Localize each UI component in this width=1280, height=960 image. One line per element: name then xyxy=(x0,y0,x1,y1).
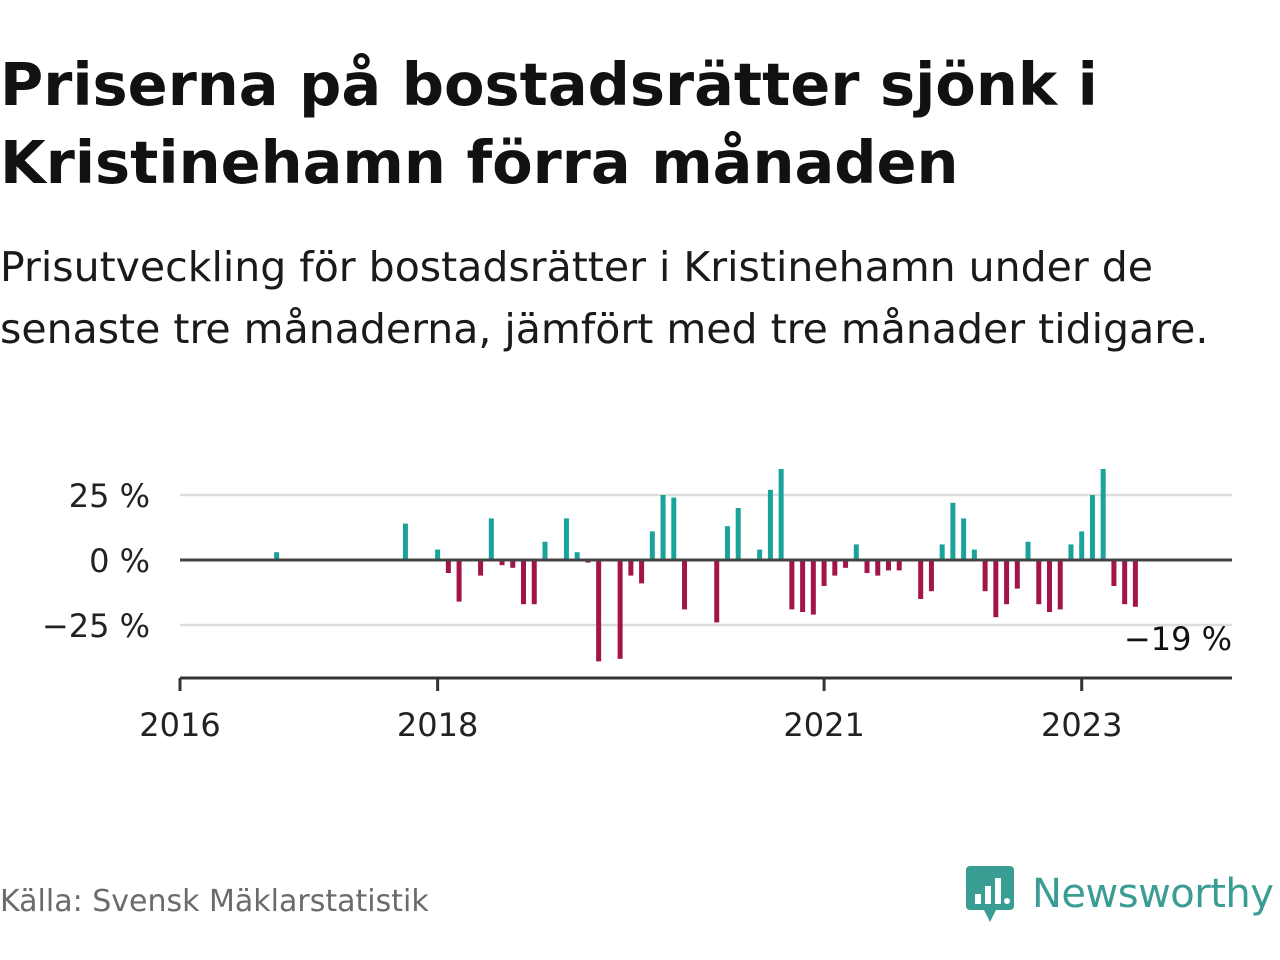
bar xyxy=(649,531,655,560)
bar xyxy=(896,560,902,571)
bar xyxy=(563,518,569,560)
bar xyxy=(789,560,795,610)
bar xyxy=(542,541,548,560)
y-tick-label: 0 % xyxy=(89,542,150,580)
bar xyxy=(510,560,516,568)
bar xyxy=(402,523,408,560)
bar xyxy=(843,560,849,568)
bar xyxy=(639,560,645,584)
y-tick-label: −25 % xyxy=(42,607,150,645)
bar xyxy=(445,560,451,573)
bar xyxy=(724,526,730,560)
bar xyxy=(671,497,677,560)
bar xyxy=(1025,541,1031,560)
bar xyxy=(1111,560,1117,586)
x-tick-label: 2018 xyxy=(397,706,478,740)
bar xyxy=(1004,560,1010,605)
bar xyxy=(1100,469,1106,560)
bar xyxy=(1079,531,1085,560)
bars xyxy=(274,469,1138,662)
x-tick-label: 2023 xyxy=(1041,706,1122,740)
bar xyxy=(928,560,934,592)
bar xyxy=(1089,495,1095,560)
bar xyxy=(971,549,977,560)
bar xyxy=(1068,544,1074,560)
bar xyxy=(714,560,720,623)
bar xyxy=(800,560,806,612)
bar xyxy=(918,560,924,599)
bar xyxy=(1047,560,1053,612)
brand-logo[interactable]: Newsworthy xyxy=(964,864,1274,924)
grid-lines xyxy=(180,493,1232,627)
chart-subtitle: Prisutveckling för bostadsrätter i Krist… xyxy=(0,243,1209,353)
x-tick-label: 2016 xyxy=(139,706,220,740)
bar xyxy=(821,560,827,586)
y-axis-tick-labels: 25 % 0 % −25 % xyxy=(42,477,150,645)
bar xyxy=(1132,560,1138,607)
chart-title: Priserna på bostadsrätter sjönk i Kristi… xyxy=(0,50,1098,197)
bar xyxy=(499,560,505,566)
bar xyxy=(853,544,859,560)
bar xyxy=(521,560,527,605)
last-value-annotation: −19 % xyxy=(1124,620,1232,658)
bar xyxy=(574,552,580,560)
source-note: Källa: Svensk Mäklarstatistik xyxy=(0,884,429,919)
bar xyxy=(1057,560,1063,610)
bar xyxy=(982,560,988,592)
bar xyxy=(628,560,634,576)
bar xyxy=(939,544,945,560)
bar xyxy=(478,560,484,576)
bar xyxy=(778,469,784,560)
bar xyxy=(864,560,870,573)
bar xyxy=(456,560,462,602)
bar xyxy=(885,560,891,571)
price-change-bar-chart: 25 % 0 % −25 % 2016 2018 2021 2023 −19 % xyxy=(42,469,1232,740)
bar xyxy=(682,560,688,610)
bar xyxy=(950,502,956,560)
bar xyxy=(435,549,441,560)
bar xyxy=(767,489,773,560)
bar xyxy=(735,508,741,560)
bar xyxy=(961,518,967,560)
bar xyxy=(531,560,537,605)
bar xyxy=(993,560,999,618)
x-tick-label: 2021 xyxy=(783,706,864,740)
bar xyxy=(810,560,816,615)
newsworthy-logo-icon xyxy=(966,866,1014,922)
bar xyxy=(832,560,838,576)
bar xyxy=(274,552,280,560)
bar xyxy=(596,560,602,662)
bar xyxy=(488,518,494,560)
bar xyxy=(875,560,881,576)
bar xyxy=(1122,560,1128,605)
bar xyxy=(1036,560,1042,605)
x-axis: 2016 2018 2021 2023 xyxy=(139,676,1232,740)
bar xyxy=(757,549,763,560)
y-tick-label: 25 % xyxy=(69,477,150,515)
bar xyxy=(617,560,623,659)
bar xyxy=(660,495,666,560)
brand-name: Newsworthy xyxy=(1032,871,1274,917)
bar xyxy=(1014,560,1020,589)
